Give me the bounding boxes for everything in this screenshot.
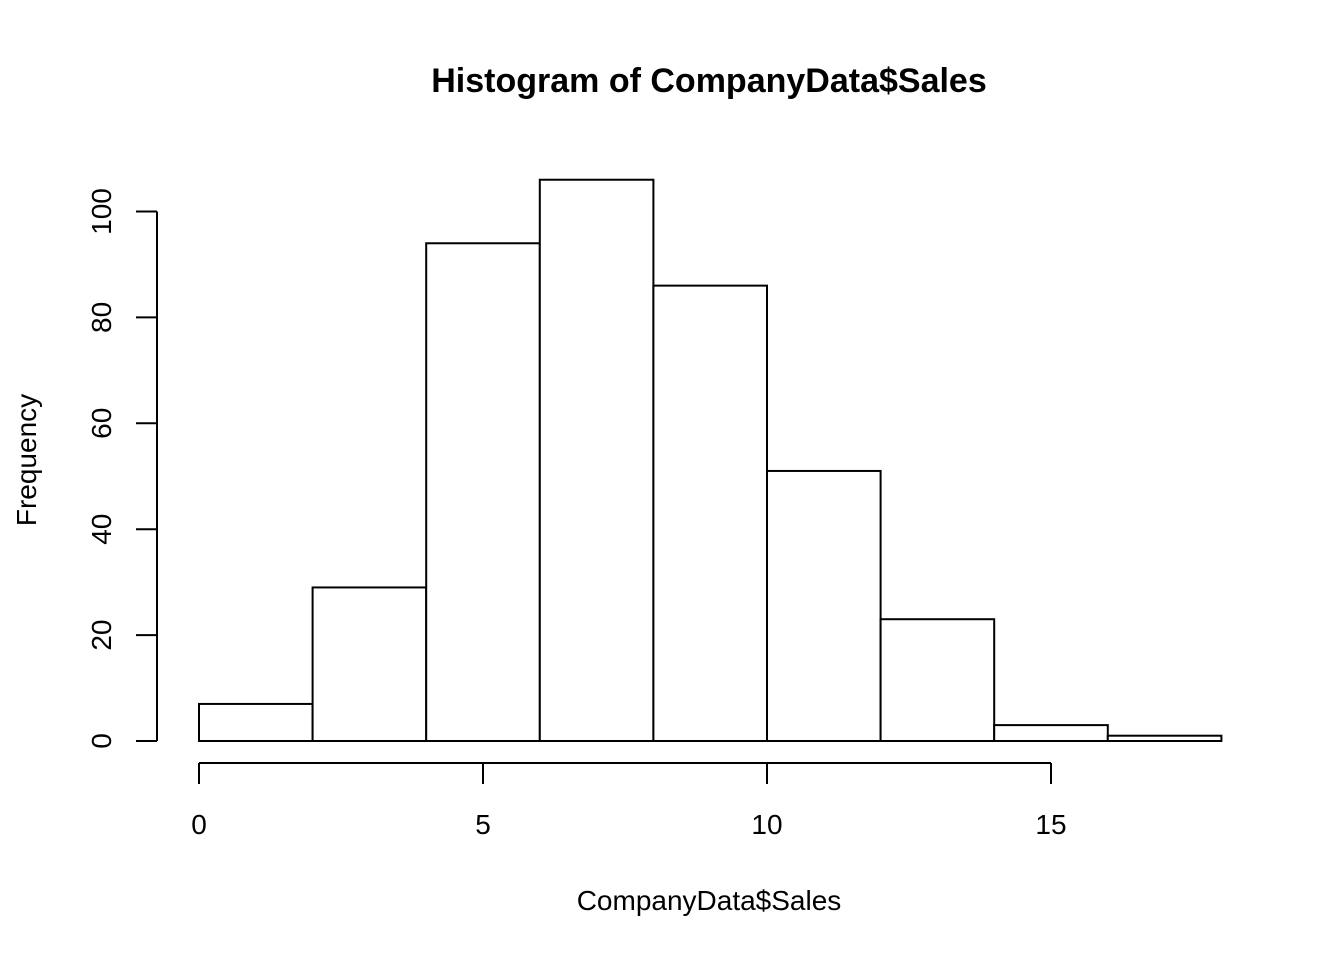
x-axis: 0 5 10 15 <box>191 762 1067 840</box>
histogram-bar <box>993 724 1109 742</box>
y-tick-label: 40 <box>86 514 117 545</box>
y-axis-label: Frequency <box>11 394 42 526</box>
y-tick-label: 80 <box>86 302 117 333</box>
y-axis: 0 20 40 60 80 100 <box>86 188 158 749</box>
y-tick-label: 100 <box>86 188 117 235</box>
histogram-bar <box>425 242 541 743</box>
histogram-bar <box>879 618 996 743</box>
x-axis-label: CompanyData$Sales <box>577 885 842 916</box>
x-tick-label: 10 <box>751 809 782 840</box>
histogram-bar <box>198 702 314 742</box>
chart-title: Histogram of CompanyData$Sales <box>431 62 987 100</box>
histogram-bar <box>538 178 655 743</box>
y-tick-label: 60 <box>86 408 117 439</box>
histogram-bar <box>652 284 769 742</box>
histogram-bar <box>311 586 428 742</box>
x-tick-label: 0 <box>191 809 207 840</box>
x-tick-label: 15 <box>1035 809 1066 840</box>
x-tick-label: 5 <box>475 809 491 840</box>
histogram-bar <box>766 469 882 742</box>
y-tick-label: 20 <box>86 620 117 651</box>
histogram-bars <box>198 178 1223 743</box>
y-tick-label: 0 <box>86 733 117 749</box>
histogram-bar <box>1106 734 1223 743</box>
